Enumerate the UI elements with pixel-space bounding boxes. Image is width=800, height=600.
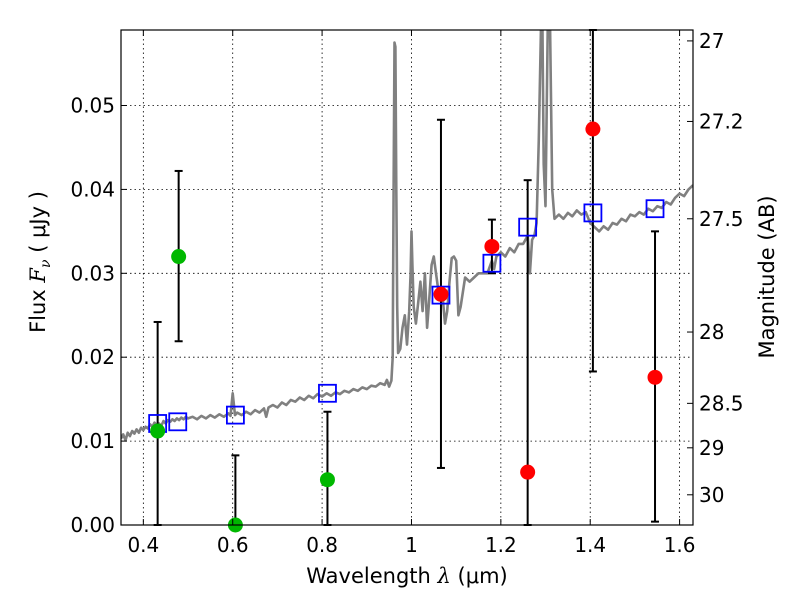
- mag-tick-label: 27.5: [699, 207, 744, 231]
- x-tick-label: 0.4: [127, 533, 159, 557]
- x-tick-label: 0.8: [306, 533, 338, 557]
- x-tick-label: 1.6: [664, 533, 696, 557]
- observed-flux-marker: [171, 249, 187, 265]
- observed-flux-marker: [319, 472, 335, 488]
- observed-flux-marker: [520, 464, 536, 480]
- data-markers: [148, 121, 665, 533]
- x-tick-label: 1.4: [574, 533, 606, 557]
- observed-flux-marker: [484, 238, 500, 254]
- plot-frame: [120, 29, 694, 526]
- model-photometry-marker: [518, 217, 538, 237]
- y-tick-label: 0.04: [70, 177, 115, 201]
- mag-tick-label: 28: [699, 320, 724, 344]
- observed-flux-marker: [150, 423, 166, 439]
- model-photometry-marker: [482, 253, 502, 273]
- x-tick-label: 1: [405, 533, 418, 557]
- model-photometry-marker: [225, 405, 245, 425]
- grid-lines: [121, 30, 693, 526]
- model-photometry-marker: [431, 285, 451, 305]
- axis-ticks: 0.4 0.6 0.8 1 1.2 1.4 1.6 0.00 0.01 0.02 0.03 0.04 0…: [70, 29, 743, 557]
- mag-tick-label: 28.5: [699, 391, 744, 415]
- model-photometry-marker: [645, 199, 665, 219]
- y-tick-label: 0.00: [70, 513, 115, 537]
- y-tick-label: 0.02: [70, 345, 115, 369]
- observed-flux-marker: [585, 121, 601, 137]
- observed-flux-marker: [647, 369, 663, 385]
- plot-area: [121, 30, 693, 525]
- observed-flux-marker: [433, 286, 449, 302]
- y-tick-label: 0.03: [70, 261, 115, 285]
- mag-tick-label: 27: [699, 29, 724, 53]
- y-tick-label: 0.05: [70, 94, 115, 118]
- x-tick-label: 0.6: [217, 533, 249, 557]
- mag-tick-label: 30: [699, 483, 724, 507]
- x-tick-label: 1.2: [485, 533, 517, 557]
- model-photometry-marker: [318, 383, 337, 403]
- x-axis-label: Wavelength λ (μm): [306, 564, 507, 588]
- y2-axis-label: Magnitude (AB): [755, 195, 779, 358]
- model-photometry-marker: [168, 412, 188, 432]
- mag-tick-label: 27.2: [699, 109, 744, 133]
- mag-tick-label: 29: [699, 436, 724, 460]
- y-tick-label: 0.01: [70, 429, 115, 453]
- model-photometry-marker: [583, 203, 603, 223]
- y-axis-label: Flux Fν ( μJy ): [26, 191, 54, 333]
